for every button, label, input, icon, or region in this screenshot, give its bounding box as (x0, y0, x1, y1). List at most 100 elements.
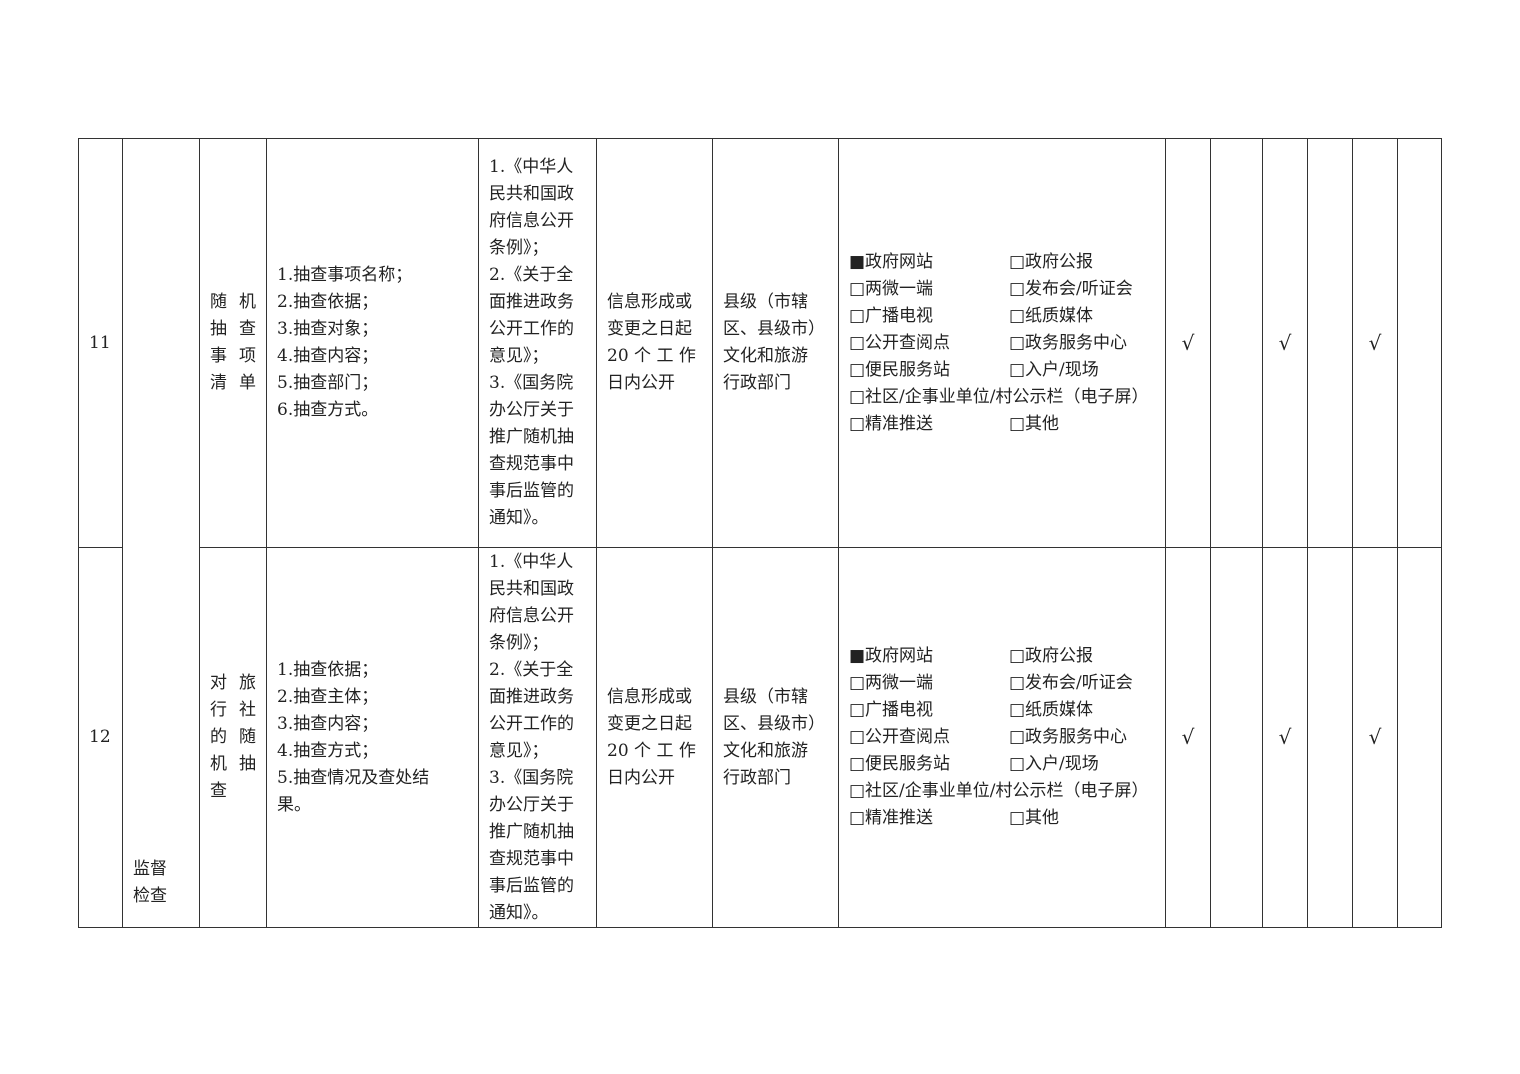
channel-checkbox-option[interactable]: □其他 (1009, 413, 1060, 434)
text-line: 信息形成或 (607, 686, 692, 707)
text-line: 2.抽查依据； (277, 292, 379, 312)
text-line: 面推进政务 (489, 686, 574, 707)
channel-checkbox-option[interactable]: □政务服务中心 (1009, 727, 1128, 747)
disclosure-time: 信息形成或 变更之日起 20 个 工 作日内公开 (596, 547, 713, 928)
text-line: 变更之日起 (607, 319, 692, 339)
channel-checkbox-option[interactable]: □政府公报 (1009, 251, 1094, 272)
category-label: 监督 检查 (133, 681, 189, 906)
row-number: 11 (78, 138, 123, 548)
disclosure-content: 1.抽查依据； 2.抽查主体； 3.抽查内容； 4.抽查方式； 5.抽查情况及查处结 果。 (266, 547, 479, 928)
text-line: 5.抽查部门； (277, 373, 379, 393)
text-line: 查规范事中 (489, 848, 574, 869)
disclosure-subject: 县级（市辖 区、县级市） 文化和旅游 行政部门 (712, 138, 839, 548)
text-line: 通知》。 (489, 902, 549, 923)
text-line: 民共和国政 (489, 184, 574, 204)
text-line: 面推进政务 (489, 292, 574, 312)
text-line: 文化和旅游 (723, 740, 808, 761)
check-mark-cell: √ (1262, 138, 1308, 548)
check-mark-cell (1210, 547, 1263, 928)
check-mark-cell (1307, 547, 1353, 928)
item-name: 随机 抽查 事项 清单 (199, 138, 267, 548)
text-line: 条例》； (489, 238, 549, 258)
channel-checkbox-option[interactable]: □纸质媒体 (1009, 700, 1094, 720)
text-line: 1.《中华人 (489, 551, 574, 572)
channel-checkbox-option[interactable]: □政府公报 (1009, 646, 1094, 666)
table-row: 11 监督 检查 随机 抽查 事项 清单 1.抽查事项名称； 2.抽查依据； 3.抽查对象； 4.抽… (78, 138, 1442, 928)
text-line: 2.抽查主体； (277, 686, 379, 707)
text-line: 信息形成或 (607, 292, 692, 312)
text-line: 事项 (210, 346, 256, 366)
disclosure-time: 信息形成或变更之日起 20 个 工 作日内公开 (596, 138, 713, 548)
category-cell: 监督 检查 (122, 138, 200, 928)
text-line: 抽查 (210, 319, 256, 339)
text-line: 文化和旅游 (723, 346, 808, 366)
channel-checkbox-option[interactable]: □发布会/听证会 (1009, 673, 1133, 693)
channel-checkbox-option[interactable]: □入户/现场 (1009, 359, 1099, 380)
channel-checkbox-option[interactable]: □广播电视 (849, 305, 934, 326)
text-line: 1.抽查依据； (277, 659, 379, 680)
channel-checkbox-option[interactable]: ■政府网站 (849, 646, 934, 666)
table-row: 12 对旅 行社 的随 机抽查 1.抽查依据； 2.抽查主体； 3.抽查内容； 4.抽查方式； 5… (78, 547, 1442, 928)
text-line: 机抽 (210, 754, 256, 774)
check-mark-cell: √ (1352, 138, 1398, 548)
text-line: 检查 (133, 886, 167, 906)
text-line: 行政部门 (723, 373, 791, 393)
item-name: 对旅 行社 的随 机抽查 (199, 547, 267, 928)
channel-checkbox-option[interactable]: ■政府网站 (849, 251, 934, 272)
channel-checkbox-option[interactable]: □发布会/听证会 (1009, 278, 1133, 299)
channel-checkbox-option[interactable]: □精准推送 (849, 413, 934, 434)
text-line: 查 (210, 781, 227, 801)
text-line: 20 个 工 作 (607, 740, 696, 761)
disclosure-subject: 县级（市辖 区、县级市） 文化和旅游 行政部门 (712, 547, 839, 928)
disclosure-table: 11 监督 检查 随机 抽查 事项 清单 1.抽查事项名称； 2.抽查依据； 3.抽查对象； 4.抽… (78, 138, 1442, 928)
text-line: 随机 (210, 292, 256, 312)
text-line: 意见》； (489, 740, 549, 761)
channel-checkbox-option[interactable]: □两微一端 (849, 673, 934, 693)
check-mark-cell: √ (1262, 547, 1308, 928)
channel-checkbox-option[interactable]: □社区/企事业单位/村公示栏（电子屏） (849, 781, 1149, 801)
check-mark-cell (1307, 138, 1353, 548)
text-line: 办公厅关于 (489, 400, 574, 420)
text-line: 5.抽查情况及查处结 (277, 767, 430, 788)
text-line: 对旅 (210, 673, 256, 693)
text-line: 3.《国务院 (489, 767, 574, 788)
disclosure-basis: 1.《中华人 民共和国政 府信息公开 条例》； 2.《关于全 面推进政务 公开工作的 意见》；… (478, 547, 597, 928)
text-line: 日内公开 (607, 373, 675, 393)
check-mark-cell (1397, 138, 1442, 548)
text-line: 事后监管的 (489, 481, 574, 501)
channel-list: ■政府网站 □政府公报 □两微一端 □发布会/听证会 □广播电视 □纸质媒体 □公开查阅点 □… (849, 249, 1155, 438)
channel-checkbox-option[interactable]: □政务服务中心 (1009, 332, 1128, 353)
text-line: 意见》； (489, 346, 549, 366)
text-line: 推广随机抽 (489, 821, 574, 842)
channel-checkbox-option[interactable]: □纸质媒体 (1009, 305, 1094, 326)
check-mark-cell (1210, 138, 1263, 548)
disclosure-basis: 1.《中华人 民共和国政 府信息公开 条例》； 2.《关于全 面推进政务 公开工作的 意见》；… (478, 138, 597, 548)
channel-checkbox-option[interactable]: □便民服务站 (849, 359, 951, 380)
channel-checkbox-option[interactable]: □精准推送 (849, 808, 934, 828)
channel-checkbox-option[interactable]: □便民服务站 (849, 754, 951, 774)
text-line: 清单 (210, 373, 256, 393)
row-number: 12 (78, 547, 123, 928)
text-line: 4.抽查内容； (277, 346, 379, 366)
text-line: 事后监管的 (489, 875, 574, 896)
text-line: 区、县级市） (723, 319, 825, 339)
text-line: 民共和国政 (489, 578, 574, 599)
text-line: 1.抽查事项名称； (277, 265, 413, 285)
channel-checkbox-option[interactable]: □其他 (1009, 808, 1060, 828)
disclosure-channels: ■政府网站 □政府公报 □两微一端 □发布会/听证会 □广播电视 □纸质媒体 □公开查阅点 □… (838, 138, 1166, 548)
text-line: 县级（市辖 (723, 686, 808, 707)
check-mark-cell: √ (1165, 138, 1211, 548)
channel-checkbox-option[interactable]: □社区/企事业单位/村公示栏（电子屏） (849, 386, 1149, 407)
text-line: 公开工作的 (489, 319, 574, 339)
channel-checkbox-option[interactable]: □公开查阅点 (849, 332, 951, 353)
text-line: 府信息公开 (489, 605, 574, 626)
channel-checkbox-option[interactable]: □入户/现场 (1009, 754, 1099, 774)
channel-checkbox-option[interactable]: □公开查阅点 (849, 727, 951, 747)
text-line: 2.《关于全 (489, 265, 574, 285)
channel-checkbox-option[interactable]: □广播电视 (849, 700, 934, 720)
text-line: 3.抽查内容； (277, 713, 379, 734)
text-line: 3.《国务院 (489, 373, 574, 393)
text-line: 府信息公开 (489, 211, 574, 231)
channel-checkbox-option[interactable]: □两微一端 (849, 278, 934, 299)
text-line: 20 个 工 作 (607, 346, 696, 366)
